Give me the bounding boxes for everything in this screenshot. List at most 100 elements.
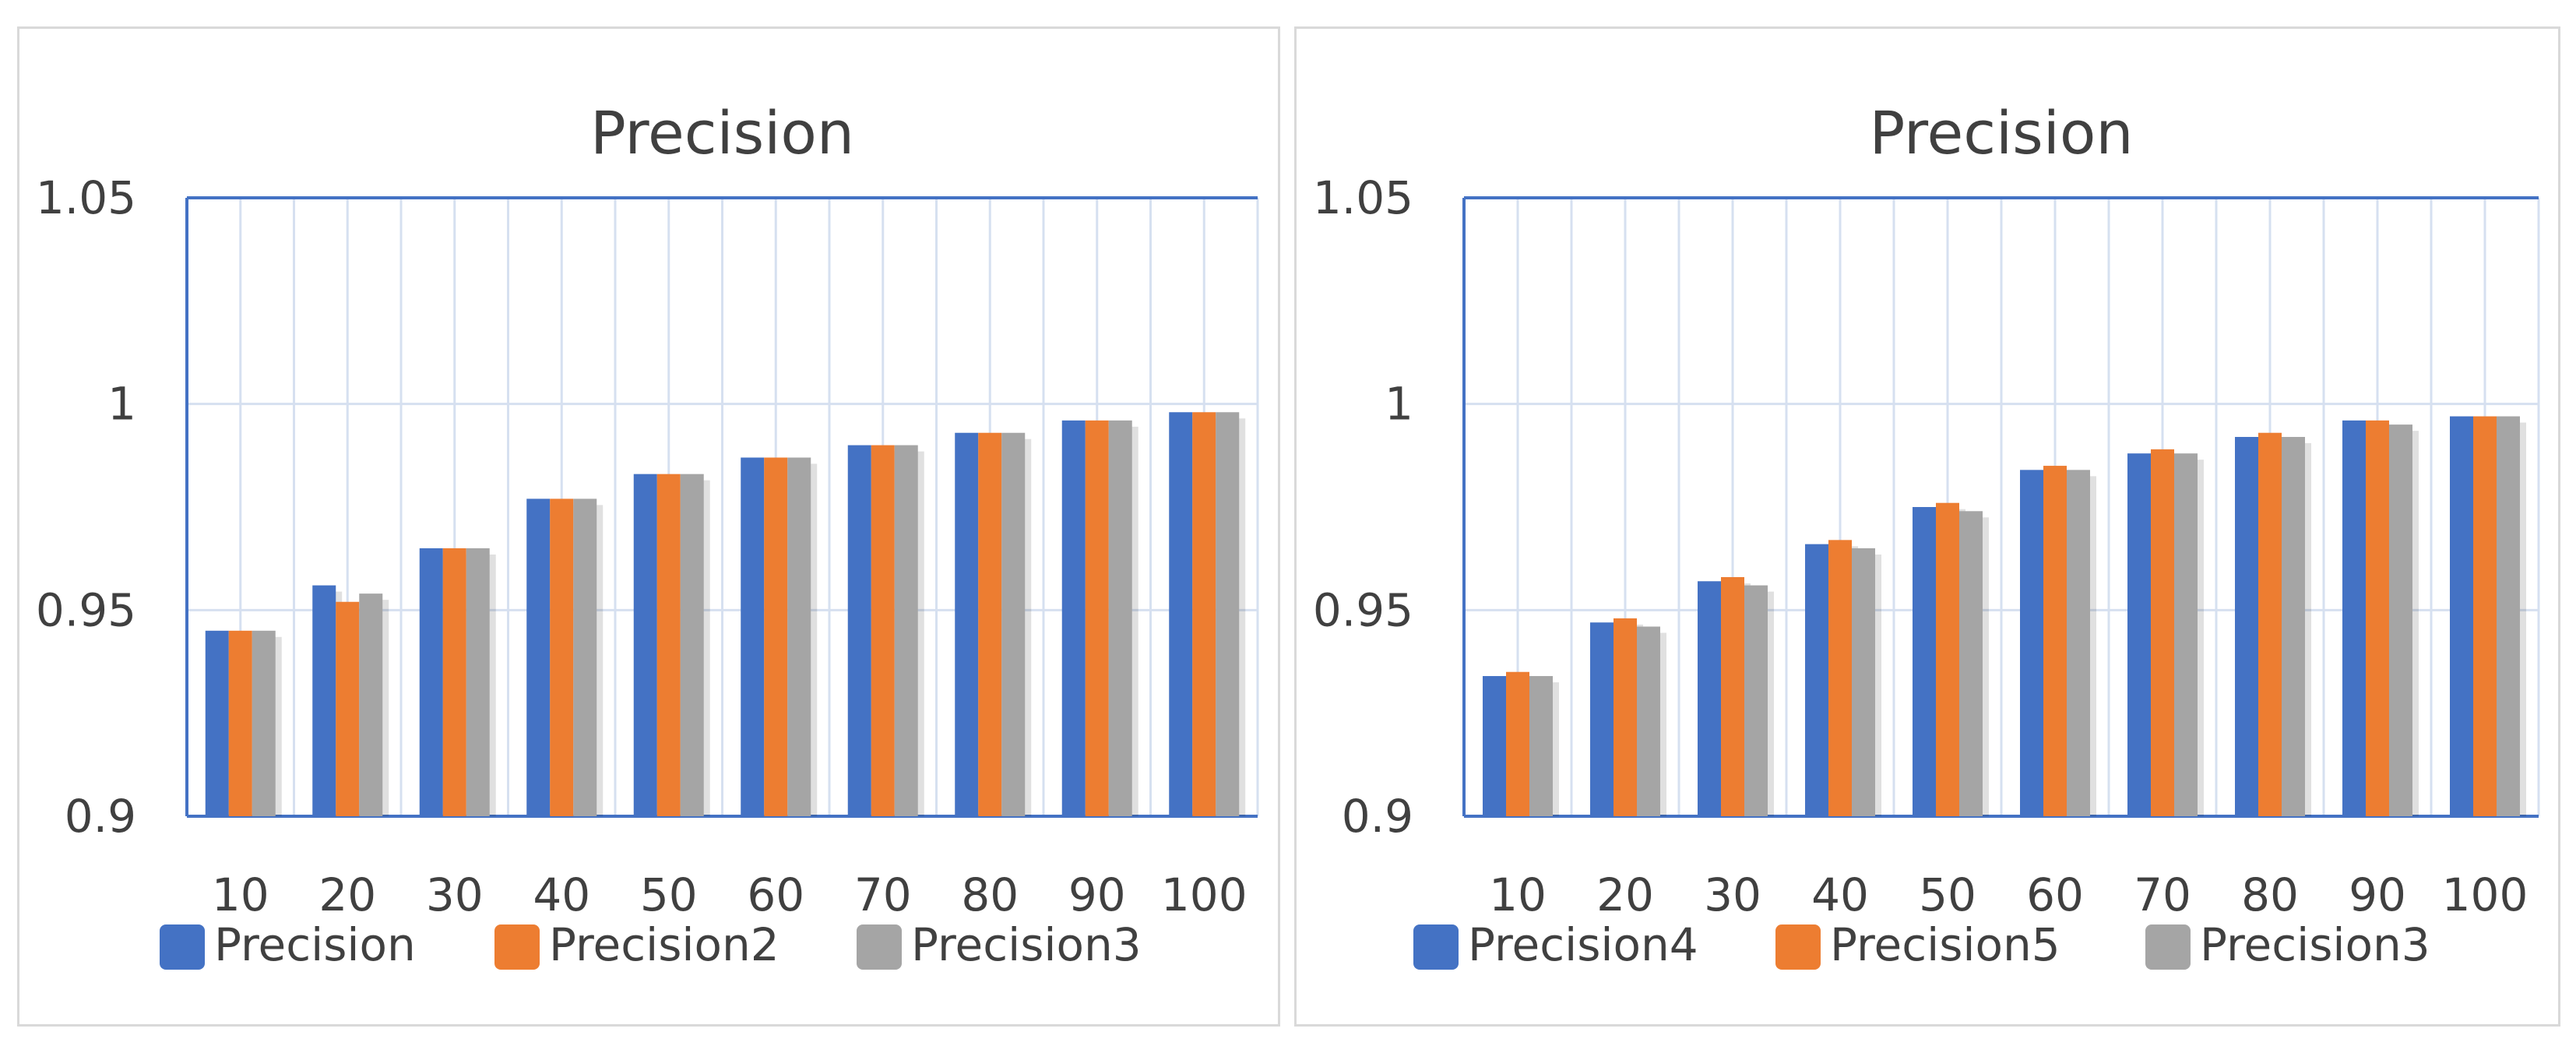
bar-precision3-100 (1216, 412, 1240, 816)
bar-precision4-40 (1805, 544, 1828, 816)
bar-precision2-90 (1085, 420, 1109, 816)
bar-precision2-70 (871, 445, 895, 816)
x-tick-label: 20 (1596, 868, 1654, 921)
bar-precision5-70 (2151, 449, 2174, 816)
x-tick-label: 50 (1919, 868, 1976, 921)
bar-precision-70 (847, 445, 871, 816)
bar-precision4-20 (1590, 622, 1614, 816)
x-tick-label: 90 (1068, 868, 1126, 921)
bar-precision5-90 (2366, 420, 2389, 816)
x-tick-label: 50 (640, 868, 698, 921)
bar-precision2-30 (442, 548, 466, 816)
x-tick-label: 40 (1811, 868, 1869, 921)
y-tick-label: 0.95 (36, 583, 136, 636)
x-tick-label: 90 (2349, 868, 2406, 921)
bar-precision5-50 (1936, 502, 1959, 816)
bar-precision3-20 (1637, 626, 1660, 816)
bar-precision3-90 (1108, 420, 1132, 816)
x-tick-label: 60 (2026, 868, 2084, 921)
bar-precision5-20 (1614, 618, 1637, 816)
bar-precision3-80 (2282, 437, 2305, 816)
x-tick-label: 70 (854, 868, 912, 921)
bar-precision3-10 (252, 630, 276, 816)
bar-precision4-50 (1913, 507, 1936, 816)
bar-precision3-40 (1852, 548, 1875, 816)
bar-precision3-60 (2067, 470, 2090, 816)
legend-swatch-precision5 (1775, 924, 1821, 970)
bar-precision3-20 (359, 593, 383, 816)
legend-label-precision3: Precision3 (2200, 918, 2430, 971)
bar-precision4-70 (2127, 453, 2151, 816)
bar-precision-100 (1169, 412, 1193, 816)
bar-precision3-80 (1001, 432, 1026, 816)
bar-precision3-10 (1529, 676, 1553, 816)
chart-panel-right: Precision 0.9 0.95 1 1.05 10 20 30 40 50 60 70 80 90 1… (1294, 26, 2560, 1027)
bar-precision5-80 (2258, 432, 2282, 816)
y-tick-label: 1.05 (1313, 171, 1413, 224)
bar-precision4-100 (2450, 416, 2473, 816)
legend-swatch-precision3 (857, 924, 902, 970)
y-tick-label: 1.05 (36, 171, 136, 224)
bar-precision3-90 (2389, 424, 2412, 816)
x-tick-label: 100 (2442, 868, 2528, 921)
x-tick-label: 10 (1489, 868, 1547, 921)
y-tick-label: 0.9 (65, 790, 136, 843)
chart-panel-left: Precision 0.9 0.95 1 1.05 10 20 30 40 50 60 70 80 90 1… (17, 26, 1280, 1027)
x-tick-label: 70 (2134, 868, 2191, 921)
bar-precision-10 (205, 630, 229, 816)
legend-swatch-precision4 (1413, 924, 1459, 970)
bar-precision3-30 (1744, 585, 1768, 816)
y-tick-label: 0.9 (1342, 790, 1413, 843)
legend-label-precision3: Precision3 (911, 918, 1142, 971)
bar-precision2-50 (656, 474, 681, 816)
x-tick-label: 80 (2241, 868, 2299, 921)
bar-precision5-60 (2043, 466, 2067, 816)
y-tick-label: 1 (1385, 378, 1413, 431)
bar-precision3-70 (894, 445, 918, 816)
bar-precision2-80 (978, 432, 1002, 816)
bar-precision-30 (419, 548, 443, 816)
bar-precision4-60 (2020, 470, 2043, 816)
bar-precision3-70 (2174, 453, 2198, 816)
y-tick-label: 0.95 (1313, 583, 1413, 636)
chart-title: Precision (590, 98, 854, 167)
bar-precision3-60 (787, 457, 811, 816)
bar-precision3-100 (2497, 416, 2520, 816)
bar-precision2-20 (336, 601, 360, 816)
bar-precision2-100 (1192, 412, 1216, 816)
bar-precision5-100 (2473, 416, 2497, 816)
x-tick-label: 100 (1161, 868, 1248, 921)
legend-swatch-precision3 (2145, 924, 2191, 970)
bar-precision4-80 (2235, 437, 2258, 816)
chart-svg-right: Precision 0.9 0.95 1 1.05 10 20 30 40 50 60 70 80 90 1… (1313, 98, 2540, 971)
bar-precision2-60 (764, 457, 788, 816)
y-tick-label: 1 (107, 378, 136, 431)
chart-svg-left: Precision 0.9 0.95 1 1.05 10 20 30 40 50 60 70 80 90 1… (36, 98, 1259, 971)
x-tick-label: 40 (533, 868, 590, 921)
bar-precision2-40 (550, 498, 574, 816)
bar-precision2-10 (228, 630, 252, 816)
bar-precision3-30 (466, 548, 490, 816)
bar-precision4-90 (2342, 420, 2366, 816)
legend-label-precision4: Precision4 (1468, 918, 1698, 971)
chart-title: Precision (1869, 98, 2133, 167)
bar-precision4-10 (1483, 676, 1506, 816)
bar-precision-90 (1061, 420, 1086, 816)
bar-precision4-30 (1698, 581, 1721, 816)
bar-precision5-30 (1721, 576, 1744, 816)
x-tick-label: 20 (318, 868, 376, 921)
bar-precision-50 (633, 474, 657, 816)
bar-precision-60 (741, 457, 765, 816)
legend-label-precision2: Precision2 (549, 918, 779, 971)
bar-precision-80 (955, 432, 979, 816)
bar-precision3-40 (573, 498, 597, 816)
legend-label-precision: Precision (214, 918, 416, 971)
x-tick-label: 80 (961, 868, 1019, 921)
bar-precision-20 (312, 585, 336, 816)
bar-precision5-40 (1828, 540, 1852, 816)
x-tick-label: 30 (426, 868, 484, 921)
bar-precision3-50 (680, 474, 704, 816)
bar-precision-40 (526, 498, 551, 816)
legend-label-precision5: Precision5 (1830, 918, 2060, 971)
bar-precision5-10 (1506, 671, 1529, 816)
